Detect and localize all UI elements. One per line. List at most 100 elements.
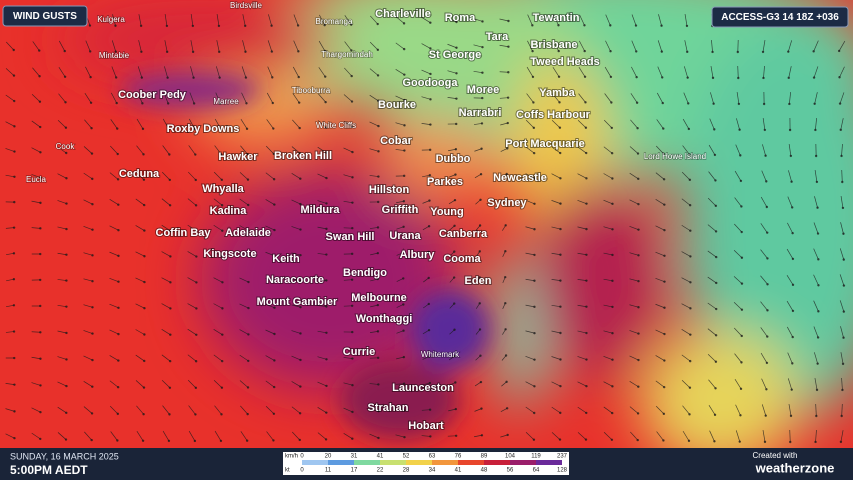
arrow-head (609, 50, 612, 53)
arrow-head (428, 381, 431, 385)
arrow-head (583, 49, 586, 53)
wind-arrow (109, 380, 119, 388)
arrow-head (90, 127, 93, 130)
wind-arrow (841, 403, 843, 417)
arrow-head (143, 306, 146, 310)
wind-arrow (631, 40, 637, 52)
arrow-head (841, 206, 845, 210)
wind-arrow (655, 199, 665, 205)
map-title: WIND GUSTS (13, 11, 77, 22)
wind-arrow (500, 434, 508, 438)
wind-arrow (162, 405, 170, 415)
arrow-head (611, 253, 614, 257)
wind-arrow (577, 381, 587, 387)
wind-arrow (762, 430, 766, 442)
arrow-head (192, 102, 196, 105)
wind-arrow (815, 403, 817, 417)
arrow-head (533, 331, 536, 335)
legend-swatch (354, 460, 380, 465)
legend-kmh: 63 (429, 454, 436, 460)
wind-arrow (447, 70, 457, 74)
arrow-head (787, 76, 790, 80)
arrow-head (194, 153, 197, 156)
arrow-head (765, 205, 769, 209)
arrow-head (814, 128, 817, 132)
wind-arrow (474, 434, 482, 438)
arrow-head (247, 280, 250, 284)
wind-arrow (552, 93, 560, 103)
wind-arrow (57, 120, 67, 128)
arrow-head (481, 71, 484, 74)
wind-arrow (161, 354, 171, 362)
wind-arrow (57, 226, 67, 230)
arrow-head (481, 45, 484, 49)
arrow-head (611, 332, 614, 335)
wind-arrow (658, 14, 662, 26)
arrow-head (660, 50, 664, 53)
arrow-head (791, 362, 794, 365)
wind-arrow (840, 118, 844, 130)
arrow-head (247, 333, 250, 336)
arrow-head (402, 329, 405, 332)
arrow-head (324, 126, 328, 129)
wind-arrow (213, 251, 223, 257)
wind-arrow (187, 251, 197, 257)
wind-arrow (57, 173, 67, 179)
wind-arrow (109, 251, 119, 257)
wind-arrow (395, 409, 405, 411)
wind-arrow (369, 41, 379, 51)
arrow-head (533, 385, 536, 388)
wind-arrow (734, 378, 742, 390)
arrow-head (117, 359, 120, 362)
wind-arrow (473, 123, 483, 125)
arrow-head (350, 278, 354, 281)
arrow-head (247, 306, 250, 310)
arrow-head (324, 100, 327, 104)
arrow-head (299, 358, 302, 362)
place-label: Bendigo (343, 267, 387, 279)
wind-arrow (213, 303, 223, 309)
place-label: Cook (56, 142, 76, 151)
wind-field (0, 0, 853, 470)
wind-arrow (603, 146, 613, 154)
arrow-head (790, 206, 794, 209)
arrow-head (325, 384, 328, 388)
arrow-head (297, 75, 300, 79)
arrow-head (350, 304, 354, 307)
wind-arrow (710, 92, 714, 104)
wind-arrow (735, 430, 741, 442)
arrow-head (376, 22, 379, 26)
wind-arrow (604, 93, 612, 103)
arrow-head (789, 414, 793, 418)
arrow-head (714, 179, 717, 182)
arrow-head (791, 335, 794, 339)
place-label: Port Macquarie (505, 138, 584, 150)
legend-kmh: 119 (531, 454, 541, 460)
wind-arrow (343, 120, 353, 128)
wind-arrow (840, 326, 844, 338)
wind-arrow (161, 328, 171, 336)
arrow-head (39, 227, 42, 230)
arrow-head (766, 335, 769, 338)
arrow-head (663, 280, 666, 283)
wind-arrow (733, 302, 743, 310)
arrow-head (402, 251, 405, 254)
footer-bar: SUNDAY, 16 MARCH 2025 5:00PM AEDT Create… (0, 448, 853, 480)
arrow-head (789, 154, 793, 158)
arrow-head (740, 308, 744, 311)
arrow-head (13, 175, 16, 178)
arrow-head (350, 74, 353, 78)
arrow-head (325, 151, 328, 155)
arrow-head (65, 358, 68, 361)
wind-arrow (135, 303, 145, 309)
wind-arrow (421, 409, 431, 411)
wind-arrow (603, 304, 613, 308)
wind-arrow (369, 383, 379, 385)
arrow-head (244, 76, 248, 79)
wind-arrows (5, 13, 846, 444)
arrow-head (402, 303, 405, 306)
wind-arrow (681, 224, 691, 232)
arrow-head (455, 72, 458, 75)
wind-arrow (396, 356, 404, 360)
wind-arrow (343, 174, 353, 178)
